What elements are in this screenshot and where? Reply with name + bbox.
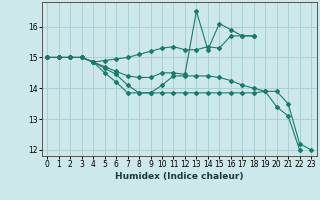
X-axis label: Humidex (Indice chaleur): Humidex (Indice chaleur)	[115, 172, 244, 181]
